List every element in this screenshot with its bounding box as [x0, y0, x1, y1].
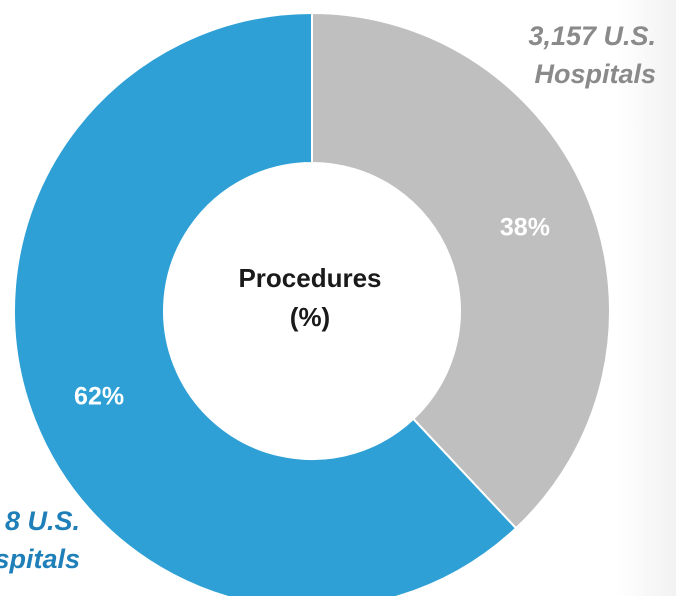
center-label-line-0: Procedures	[238, 263, 381, 293]
slice-category-label-0-0: 3,157 U.S.	[528, 21, 656, 51]
slice-percent-label-1: 62%	[74, 382, 124, 410]
donut-slice-1	[13, 11, 518, 596]
donut-slice-0	[311, 11, 611, 530]
slice-percent-label-0: 38%	[500, 214, 550, 242]
slice-category-label-0-1: Hospitals	[534, 59, 656, 89]
background-fade	[616, 0, 676, 596]
slice-category-label-1-0: 8 U.S.	[5, 506, 80, 536]
slice-category-label-1-1: spitals	[0, 544, 80, 574]
center-label-line-1: (%)	[290, 302, 330, 332]
